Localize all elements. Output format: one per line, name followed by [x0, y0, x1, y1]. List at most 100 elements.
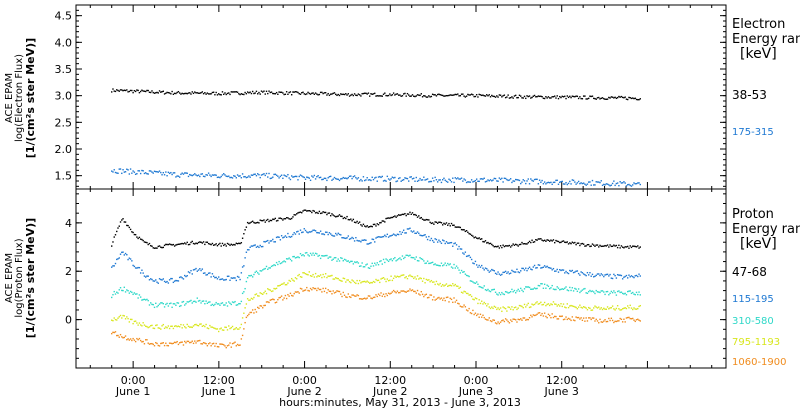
electron-point-175-315	[506, 178, 508, 181]
proton-point-115-195	[552, 267, 555, 270]
proton-point-1060-1900	[584, 320, 586, 322]
proton-point-795-1193	[328, 275, 331, 277]
electron-point-175-315	[249, 176, 251, 178]
electron-point-175-315	[581, 182, 584, 185]
proton-point-310-580	[294, 257, 297, 259]
electron-point-38-53	[411, 94, 414, 96]
proton-point-795-1193	[217, 330, 220, 333]
proton-point-47-68	[176, 243, 178, 246]
proton-point-1060-1900	[370, 297, 372, 299]
proton-point-115-195	[302, 231, 304, 233]
proton-point-115-195	[292, 233, 294, 236]
proton-point-1060-1900	[552, 316, 555, 319]
proton-point-1060-1900	[479, 313, 482, 316]
electron-point-175-315	[299, 174, 302, 176]
proton-point-1060-1900	[531, 316, 533, 318]
proton-point-47-68	[609, 244, 611, 246]
proton-point-1060-1900	[235, 345, 238, 347]
electron-point-175-315	[219, 176, 221, 179]
proton-point-1060-1900	[375, 294, 377, 296]
proton-point-795-1193	[230, 326, 232, 329]
proton-point-1060-1900	[475, 314, 478, 317]
proton-point-115-195	[155, 279, 157, 281]
proton-point-115-195	[464, 251, 467, 253]
proton-point-47-68	[314, 212, 317, 214]
proton-point-115-195	[386, 233, 389, 236]
proton-point-310-580	[253, 273, 255, 276]
proton-point-795-1193	[309, 275, 312, 277]
electron-point-175-315	[556, 179, 558, 182]
electron-point-38-53	[345, 93, 347, 95]
electron-point-175-315	[187, 175, 190, 178]
proton-point-1060-1900	[152, 343, 154, 346]
proton-point-47-68	[384, 221, 386, 223]
proton-point-310-580	[374, 262, 376, 264]
proton-point-795-1193	[160, 328, 162, 330]
proton-point-47-68	[537, 238, 540, 240]
proton-point-47-68	[420, 216, 423, 219]
proton-point-795-1193	[535, 302, 537, 304]
electron-point-38-53	[138, 91, 141, 94]
electron-point-175-315	[225, 175, 227, 177]
electron-point-38-53	[570, 96, 572, 99]
electron-point-175-315	[382, 180, 385, 182]
proton-point-795-1193	[610, 307, 613, 309]
electron-point-175-315	[580, 182, 582, 184]
electron-point-175-315	[336, 178, 338, 180]
proton-point-47-68	[572, 242, 575, 244]
proton-point-310-580	[561, 288, 563, 290]
proton-point-310-580	[360, 265, 362, 267]
proton-point-115-195	[363, 239, 366, 241]
electron-point-175-315	[171, 173, 173, 176]
proton-point-47-68	[545, 240, 547, 242]
proton-point-115-195	[635, 274, 638, 277]
proton-point-115-195	[303, 228, 305, 230]
proton-point-795-1193	[579, 304, 581, 306]
electron-point-38-53	[475, 94, 478, 96]
proton-point-795-1193	[497, 307, 499, 309]
proton-legend-series-4: 1060-1900	[732, 357, 787, 368]
electron-point-38-53	[401, 95, 404, 97]
electron-point-175-315	[375, 176, 377, 179]
proton-point-47-68	[598, 246, 600, 248]
proton-point-47-68	[504, 245, 507, 247]
proton-legend-title-1: Proton	[732, 207, 774, 222]
electron-point-38-53	[263, 90, 265, 92]
proton-point-795-1193	[436, 283, 439, 285]
electron-point-38-53	[166, 91, 168, 94]
electron-point-175-315	[436, 181, 439, 183]
proton-point-310-580	[608, 294, 610, 296]
proton-point-310-580	[163, 306, 166, 308]
proton-point-47-68	[280, 217, 283, 220]
electron-point-38-53	[452, 94, 454, 96]
proton-point-795-1193	[492, 307, 494, 310]
proton-point-795-1193	[321, 276, 323, 279]
proton-point-47-68	[260, 219, 263, 222]
proton-point-1060-1900	[327, 289, 329, 291]
proton-point-1060-1900	[348, 296, 351, 298]
electron-point-38-53	[147, 89, 149, 92]
proton-point-310-580	[445, 264, 448, 267]
proton-point-310-580	[483, 285, 485, 287]
proton-point-1060-1900	[434, 299, 436, 301]
electron-point-175-315	[603, 183, 605, 186]
electron-point-175-315	[178, 176, 181, 178]
proton-point-47-68	[503, 245, 506, 248]
electron-point-175-315	[514, 178, 517, 181]
proton-point-1060-1900	[293, 292, 295, 295]
proton-point-47-68	[428, 219, 430, 221]
proton-point-795-1193	[487, 303, 489, 305]
electron-point-38-53	[122, 89, 124, 92]
electron-point-38-53	[369, 95, 371, 97]
proton-point-795-1193	[494, 306, 497, 308]
proton-point-115-195	[595, 274, 597, 277]
electron-point-38-53	[390, 94, 392, 97]
proton-point-1060-1900	[289, 292, 292, 295]
proton-point-47-68	[628, 247, 630, 249]
proton-point-310-580	[338, 260, 341, 262]
proton-point-47-68	[117, 227, 119, 229]
proton-point-1060-1900	[117, 334, 119, 337]
electron-point-175-315	[478, 180, 480, 183]
proton-point-115-195	[246, 249, 249, 251]
proton-point-310-580	[190, 299, 192, 302]
